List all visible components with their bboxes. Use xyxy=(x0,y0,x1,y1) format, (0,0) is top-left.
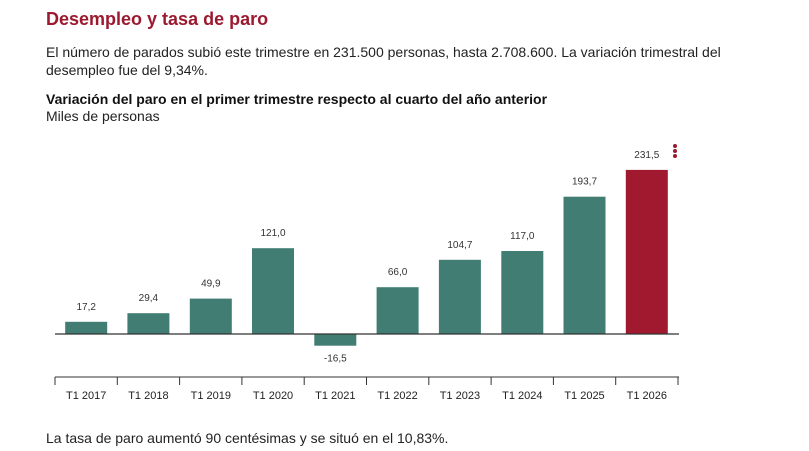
bar-t1-2021[interactable] xyxy=(314,334,357,346)
bar-t1-2017[interactable] xyxy=(65,321,108,334)
x-tick-label: T1 2020 xyxy=(253,390,293,402)
data-label: 17,2 xyxy=(76,302,96,313)
bar-t1-2025[interactable] xyxy=(563,196,606,334)
bar-t1-2024[interactable] xyxy=(501,251,544,334)
data-label: 104,7 xyxy=(447,240,472,251)
menu-dot xyxy=(673,149,677,153)
data-label: 193,7 xyxy=(572,177,597,188)
x-tick-label: T1 2025 xyxy=(564,390,604,402)
bar-t1-2019[interactable] xyxy=(189,298,232,334)
data-label: 49,9 xyxy=(201,279,221,290)
x-tick-label: T1 2018 xyxy=(128,390,168,402)
menu-dot xyxy=(673,144,677,148)
intro-paragraph: El número de parados subió este trimestr… xyxy=(46,44,721,78)
x-tick-label: T1 2026 xyxy=(627,390,667,402)
section-title: Desempleo y tasa de paro xyxy=(46,9,269,29)
x-tick-label: T1 2022 xyxy=(377,390,417,402)
data-label: 29,4 xyxy=(139,293,159,304)
data-label: -16,5 xyxy=(324,354,347,365)
chart-subtitle: Miles de personas xyxy=(46,108,160,124)
bar-t1-2026[interactable] xyxy=(625,169,668,334)
x-tick-label: T1 2019 xyxy=(191,390,231,402)
data-label: 121,0 xyxy=(260,228,285,239)
x-tick-label: T1 2021 xyxy=(315,390,355,402)
x-tick-label: T1 2023 xyxy=(440,390,480,402)
bar-t1-2018[interactable] xyxy=(127,313,170,334)
bar-t1-2022[interactable] xyxy=(376,287,419,334)
bar-t1-2023[interactable] xyxy=(438,259,481,334)
data-label: 66,0 xyxy=(388,267,408,278)
data-label: 117,0 xyxy=(510,231,535,242)
bar-chart: 17,2 29,4 49,9 121,0 -16,5 66,0 104,7 117,0 193,… xyxy=(54,150,679,402)
menu-dot xyxy=(673,154,677,158)
bar-t1-2020[interactable] xyxy=(252,248,294,334)
chart-title: Variación del paro en el primer trimestr… xyxy=(46,91,548,107)
x-tick-label: T1 2024 xyxy=(502,390,542,402)
data-label: 231,5 xyxy=(634,150,659,161)
vertical-dots-icon[interactable] xyxy=(671,144,679,160)
x-tick-label: T1 2017 xyxy=(66,390,106,402)
footer-note: La tasa de paro aumentó 90 centésimas y … xyxy=(46,430,449,446)
